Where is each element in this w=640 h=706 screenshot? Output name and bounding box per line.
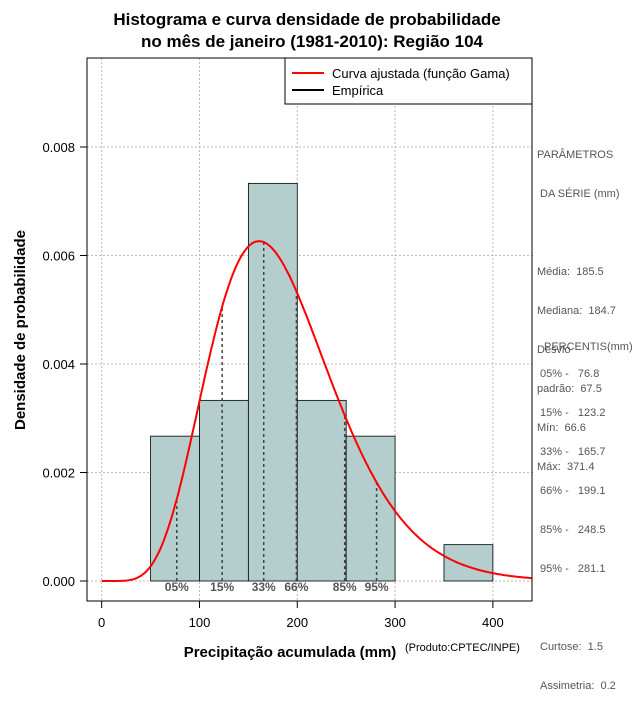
stddev-label: Desvio — [537, 344, 571, 356]
x-axis: 0 100 200 300 400 — [98, 600, 504, 630]
percentile-label: 15% — [210, 580, 234, 594]
percentile-lines — [176, 242, 378, 581]
x-tick-label: 0 — [98, 615, 105, 630]
p15-value: 15% - 123.2 — [540, 407, 606, 419]
percentile-label: 95% — [365, 580, 389, 594]
params-subtitle: DA SÉRIE (mm) — [537, 188, 620, 200]
histogram-chart: Histograma e curva densidade de probabil… — [12, 10, 533, 660]
y-tick-label: 0.002 — [42, 466, 75, 481]
legend-curve-label: Curva ajustada (função Gama) — [332, 66, 510, 81]
x-tick-label: 100 — [189, 615, 211, 630]
percentile-labels: 05% 15% 33% 66% 85% 95% — [165, 580, 389, 594]
y-tick-label: 0.004 — [42, 357, 75, 372]
p85-value: 85% - 248.5 — [540, 524, 606, 536]
credit-label: (Produto:CPTEC/INPE) — [405, 642, 520, 654]
x-tick-label: 400 — [482, 615, 504, 630]
histogram-bar — [296, 399, 347, 582]
percentile-label: 33% — [252, 580, 276, 594]
legend-empirical-label: Empírica — [332, 83, 384, 98]
percentiles-panel: 05% - 76.8 15% - 123.2 33% - 165.7 66% -… — [540, 342, 616, 706]
stddev-value: padrão: 67.5 — [537, 383, 602, 395]
median-value: Mediana: 184.7 — [537, 305, 616, 317]
y-tick-label: 0.006 — [42, 249, 75, 264]
x-axis-title: Precipitação acumulada (mm) — [184, 644, 397, 660]
percentile-label: 85% — [333, 580, 357, 594]
skewness-value: Assimetria: 0.2 — [540, 680, 616, 692]
y-tick-label: 0.000 — [42, 574, 75, 589]
percentiles-title: PERCENTIS(mm) — [544, 341, 633, 353]
p66-value: 66% - 199.1 — [540, 485, 606, 497]
histogram-bar — [443, 544, 494, 582]
p95-value: 95% - 281.1 — [540, 563, 606, 575]
y-tick-label: 0.008 — [42, 140, 75, 155]
x-tick-label: 300 — [384, 615, 406, 630]
histogram-bar — [199, 399, 249, 582]
mean-value: Média: 185.5 — [537, 266, 604, 278]
histogram-bars — [150, 182, 494, 582]
y-axis-title: Densidade de probabilidade — [12, 230, 29, 430]
series-parameters-panel: PARÂMETROS DA SÉRIE (mm) Média: 185.5 Me… — [537, 123, 620, 487]
kurtosis-value: Curtose: 1.5 — [540, 641, 603, 653]
chart-title-line1: Histograma e curva densidade de probabil… — [113, 10, 500, 29]
percentile-label: 05% — [165, 580, 189, 594]
p33-value: 33% - 165.7 — [540, 446, 606, 458]
max-value: Máx: 371.4 — [537, 461, 595, 473]
percentile-label: 66% — [284, 580, 308, 594]
legend: Curva ajustada (função Gama) Empírica — [284, 57, 533, 105]
histogram-bar — [345, 435, 396, 582]
x-tick-label: 200 — [286, 615, 308, 630]
params-title: PARÂMETROS — [537, 149, 614, 161]
percentiles-title-panel: PERCENTIS(mm) — [544, 315, 633, 367]
min-value: Mín: 66.6 — [537, 422, 586, 434]
y-axis: 0.000 0.002 0.004 0.006 0.008 — [42, 140, 87, 589]
p05-value: 05% - 76.8 — [540, 368, 600, 380]
histogram-bar — [247, 182, 298, 582]
chart-title-line2: no mês de janeiro (1981-2010): Região 10… — [141, 32, 484, 51]
gamma-curve — [101, 240, 533, 582]
legend-box — [284, 57, 533, 105]
